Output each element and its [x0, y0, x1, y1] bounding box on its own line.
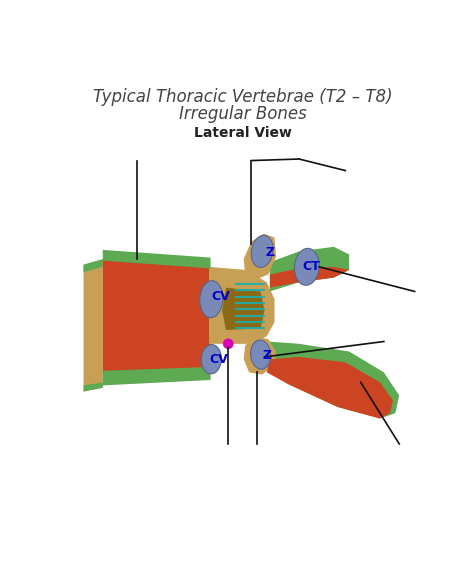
Text: CT: CT: [302, 260, 320, 273]
Polygon shape: [209, 267, 274, 344]
Text: CV: CV: [211, 290, 230, 303]
Text: Z: Z: [262, 349, 271, 362]
Polygon shape: [83, 382, 103, 391]
Polygon shape: [103, 367, 210, 386]
Polygon shape: [83, 259, 103, 272]
Polygon shape: [244, 233, 276, 280]
Polygon shape: [267, 357, 393, 419]
Polygon shape: [270, 247, 349, 291]
Circle shape: [224, 339, 233, 348]
Polygon shape: [222, 287, 264, 330]
Polygon shape: [103, 250, 210, 268]
Polygon shape: [267, 341, 399, 419]
Ellipse shape: [200, 281, 223, 318]
Text: Lateral View: Lateral View: [194, 126, 292, 140]
Ellipse shape: [251, 340, 271, 369]
Polygon shape: [244, 336, 276, 375]
Polygon shape: [83, 259, 103, 391]
Ellipse shape: [201, 345, 221, 374]
Text: Typical Thoracic Vertebrae (T2 – T8): Typical Thoracic Vertebrae (T2 – T8): [93, 89, 393, 106]
Text: Irregular Bones: Irregular Bones: [179, 105, 307, 123]
Text: CV: CV: [209, 353, 228, 366]
Polygon shape: [270, 267, 349, 287]
Polygon shape: [103, 259, 210, 372]
Ellipse shape: [294, 248, 319, 285]
Ellipse shape: [251, 235, 273, 268]
Text: Z: Z: [265, 247, 274, 260]
